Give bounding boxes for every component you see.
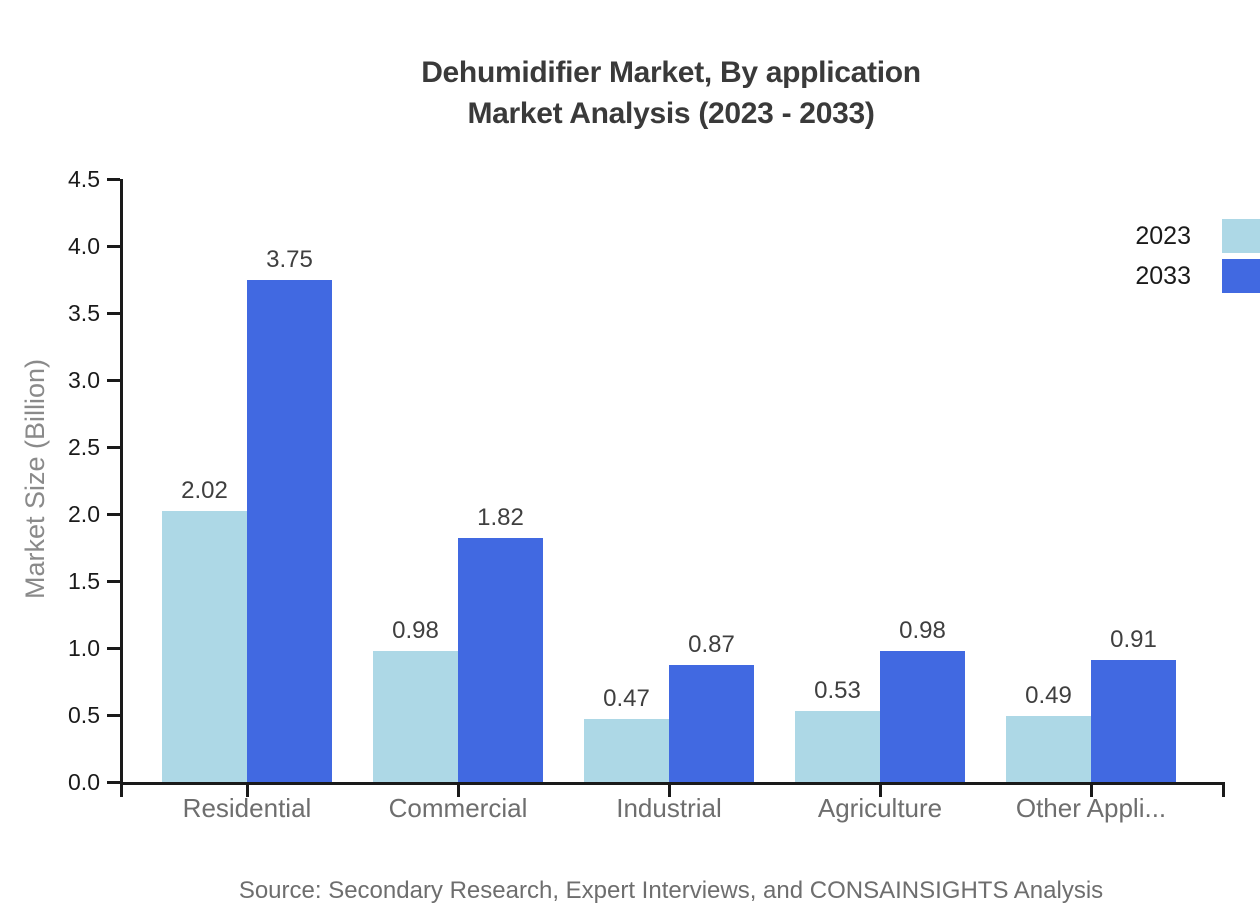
y-tick-label: 0.0: [68, 769, 100, 795]
y-tick-label: 2.0: [68, 501, 100, 527]
y-tick-label: 3.5: [68, 300, 100, 326]
legend-label-2023: 2023: [1135, 221, 1191, 250]
value-label-2033-commercial: 1.82: [477, 504, 524, 531]
chart-title: Dehumidifier Market, By application Mark…: [120, 52, 1222, 134]
x-tick-mark-other-appli: [1090, 782, 1093, 797]
bar-2033-residential: [247, 280, 332, 782]
chart-title-line1: Dehumidifier Market, By application: [421, 56, 921, 89]
y-tick-mark: [107, 580, 120, 583]
legend-swatch-2033: [1222, 259, 1260, 293]
chart-title-line2: Market Analysis (2023 - 2033): [467, 97, 875, 130]
y-tick-mark: [107, 647, 120, 650]
x-axis-end-tick: [1222, 782, 1225, 797]
bar-2023-agriculture: [795, 711, 880, 782]
x-category-label-commercial: Commercial: [388, 793, 528, 823]
bar-2023-industrial: [584, 719, 669, 782]
y-tick-mark: [107, 312, 120, 315]
value-label-2033-industrial: 0.87: [688, 631, 735, 658]
value-label-2023-agriculture: 0.53: [814, 677, 861, 704]
bar-2033-industrial: [669, 665, 754, 782]
y-tick-mark: [107, 714, 120, 717]
y-tick-label: 1.0: [68, 635, 100, 661]
x-category-label-residential: Residential: [182, 793, 312, 823]
x-axis-line: [120, 782, 1225, 785]
legend-item-2023: 2023: [1135, 219, 1260, 253]
bar-2023-other-appli: [1006, 716, 1091, 782]
bar-2033-other-appli: [1091, 660, 1176, 782]
x-tick-mark-residential: [246, 782, 249, 797]
y-tick-mark: [107, 513, 120, 516]
y-axis-line: [120, 179, 123, 797]
y-tick-mark: [107, 781, 120, 784]
x-tick-mark-industrial: [668, 782, 671, 797]
bar-2023-commercial: [373, 651, 458, 782]
y-tick-label: 4.5: [68, 166, 100, 192]
y-tick-mark: [107, 446, 120, 449]
bar-2033-agriculture: [880, 651, 965, 782]
legend: 2023 2033: [1135, 219, 1260, 299]
value-label-2023-other-appli: 0.49: [1025, 682, 1072, 709]
x-category-label-other-appli: Other Appli...: [1015, 793, 1167, 823]
y-tick-label: 2.5: [68, 434, 100, 460]
x-tick-mark-commercial: [457, 782, 460, 797]
value-label-2023-residential: 2.02: [181, 477, 228, 504]
y-tick-label: 1.5: [68, 568, 100, 594]
x-tick-mark-agriculture: [879, 782, 882, 797]
value-label-2033-residential: 3.75: [266, 246, 313, 273]
bar-2033-commercial: [458, 538, 543, 782]
value-label-2033-agriculture: 0.98: [899, 617, 946, 644]
x-category-label-industrial: Industrial: [616, 793, 722, 823]
y-tick-label: 4.0: [68, 233, 100, 259]
source-note: Source: Secondary Research, Expert Inter…: [238, 877, 1104, 904]
y-tick-mark: [107, 178, 120, 181]
x-category-label-agriculture: Agriculture: [817, 793, 943, 823]
legend-item-2033: 2033: [1135, 259, 1260, 293]
legend-swatch-2023: [1222, 219, 1260, 253]
y-tick-mark: [107, 245, 120, 248]
legend-label-2033: 2033: [1135, 261, 1191, 290]
value-label-2023-industrial: 0.47: [603, 685, 650, 712]
y-tick-mark: [107, 379, 120, 382]
value-label-2023-commercial: 0.98: [392, 617, 439, 644]
value-label-2033-other-appli: 0.91: [1110, 626, 1157, 653]
bar-2023-residential: [162, 511, 247, 782]
y-tick-label: 3.0: [68, 367, 100, 393]
y-tick-label: 0.5: [68, 702, 100, 728]
